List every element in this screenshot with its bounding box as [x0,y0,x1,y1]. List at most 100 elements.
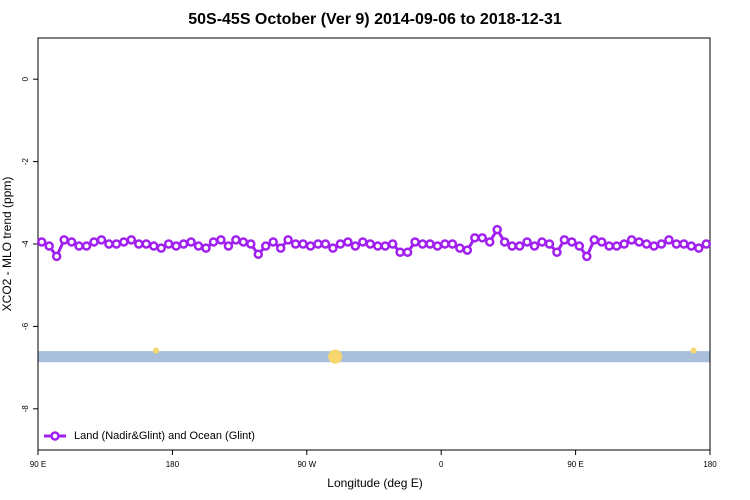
data-point [268,237,278,247]
data-point [574,241,585,251]
data-point [320,239,331,249]
data-point [664,235,674,245]
data-point [559,235,570,245]
data-point [694,243,704,253]
x-tick-label: 90 W [297,460,316,469]
y-tick-label: -4 [21,240,30,248]
data-point [626,235,637,245]
surface-band [38,351,710,363]
data-point [134,239,144,249]
data-point [96,235,107,245]
chart-title: 50S-45S October (Ver 9) 2014-09-06 to 20… [188,11,562,28]
surface-marker [152,347,159,354]
data-point [111,239,122,249]
data-point [171,241,181,251]
data-point [410,237,420,247]
surface-marker [690,347,697,354]
data-point [589,235,600,245]
data-point [372,241,383,251]
data-point [253,249,264,260]
data-point [44,241,54,251]
data-point [470,233,480,243]
data-point [582,251,592,262]
data-point [596,237,607,247]
data-point [619,239,629,249]
y-tick-label: -6 [21,322,30,330]
data-point [671,239,682,249]
data-point [260,241,271,251]
data-point [350,241,361,251]
data-point [201,243,211,253]
data-point [611,241,622,251]
data-point [126,235,137,245]
data-point [358,237,368,247]
data-point [440,239,450,249]
data-point [178,239,189,249]
data-point [283,235,293,245]
data-point [499,237,510,247]
data-point [634,237,644,247]
data-point [104,239,114,249]
data-point [36,237,47,247]
data-point [343,237,353,247]
data-point [529,241,540,251]
data-point [507,241,517,251]
data-point [604,241,614,251]
data-point [238,237,249,247]
data-point [328,243,338,253]
data-point [514,241,525,251]
x-tick-label: 90 E [30,460,46,469]
data-point [395,247,405,257]
x-tick-label: 90 E [567,460,583,469]
data-point [231,235,241,245]
data-point [402,247,413,257]
data-point [484,237,495,247]
data-point [462,245,473,255]
data-point [656,239,667,249]
data-point [387,239,398,249]
data-point [522,237,532,247]
data-point [425,239,435,249]
data-point [335,239,346,249]
x-tick-label: 180 [166,460,180,469]
legend-label: Land (Nadir&Glint) and Ocean (Glint) [74,430,255,442]
data-point [679,239,689,249]
data-point [544,239,555,249]
legend-marker [50,431,60,441]
x-tick-label: 0 [439,460,444,469]
data-point [163,239,174,249]
data-point [59,235,69,245]
data-point [74,241,84,251]
data-point [216,235,226,245]
data-point [141,239,152,249]
data-point [552,247,562,257]
data-point [208,237,219,247]
data-point [66,237,77,247]
data-point [298,239,308,249]
y-axis-label: XCO2 - MLO trend (ppm) [0,177,14,312]
data-point [275,243,286,253]
data-point [313,239,323,249]
x-axis-label: Longitude (deg E) [327,476,422,490]
x-tick-label: 180 [703,460,717,469]
data-point [81,241,92,251]
data-point [649,241,659,251]
data-point [477,233,488,243]
data-point [701,239,712,249]
data-point [305,241,316,251]
data-point [186,237,196,247]
data-point [417,239,428,249]
data-point [641,239,652,249]
surface-marker [328,349,343,364]
data-point [537,237,547,247]
data-point [447,239,458,249]
y-tick-label: 0 [21,76,30,81]
data-point [156,243,166,253]
y-tick-label: -2 [21,157,30,165]
data-point [148,241,159,251]
data-point [193,241,204,251]
data-point [246,239,256,249]
data-point [89,237,99,247]
data-point [51,251,62,262]
